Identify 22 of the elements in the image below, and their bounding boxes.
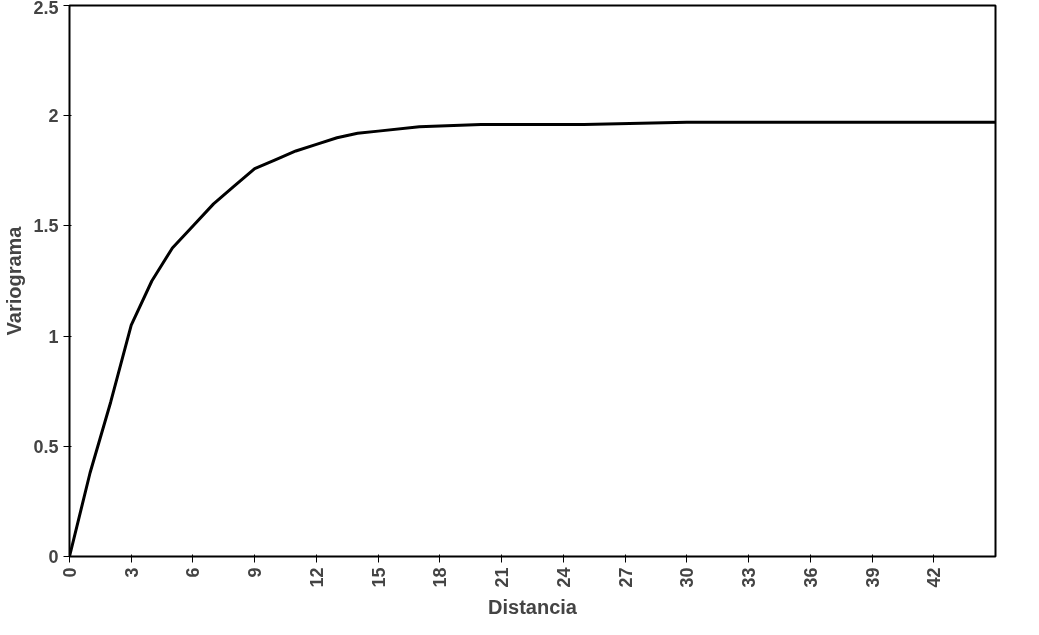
x-tick-label: 18 (430, 567, 451, 588)
x-tick-label: 12 (306, 567, 327, 588)
x-tick-label: 9 (245, 567, 266, 578)
y-tick-label: 2 (48, 106, 59, 127)
y-axis-title: Variograma (3, 225, 26, 336)
x-tick-label: 33 (739, 567, 760, 588)
x-tick-label: 27 (615, 567, 636, 588)
x-tick-label: 24 (553, 567, 574, 588)
y-tick-label: 1.5 (33, 216, 59, 237)
x-tick-label: 15 (368, 567, 389, 588)
x-tick-label: 0 (60, 567, 80, 578)
x-axis-title: Distancia (488, 595, 578, 618)
x-tick-label: 30 (677, 567, 698, 588)
x-tick-label: 6 (183, 567, 204, 578)
y-tick-label: 2.5 (33, 0, 59, 18)
x-tick-label: 3 (121, 567, 142, 578)
x-tick-label: 42 (924, 567, 945, 588)
x-tick-label: 21 (492, 567, 513, 588)
x-tick-label: 39 (862, 567, 883, 588)
y-tick-label: 0.5 (33, 436, 59, 457)
x-tick-label: 36 (800, 567, 821, 588)
y-tick-label: 1 (48, 326, 59, 347)
